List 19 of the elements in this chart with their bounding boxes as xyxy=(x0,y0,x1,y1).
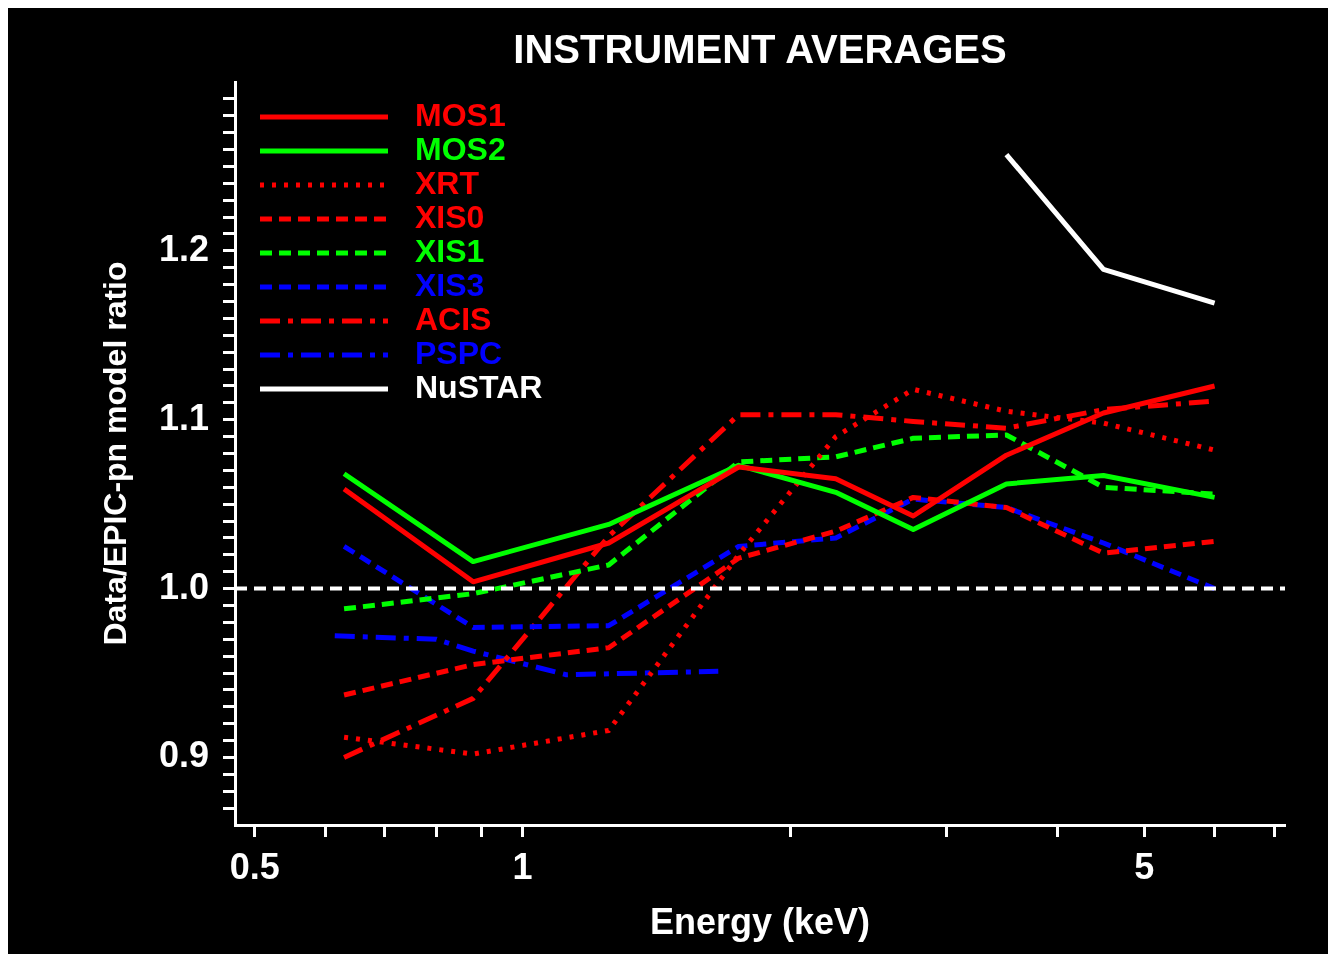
x-tick-label: 1 xyxy=(512,845,533,887)
legend-label: PSPC xyxy=(415,334,503,371)
legend-label: XIS0 xyxy=(415,198,485,235)
legend-label: XRT xyxy=(415,164,480,201)
y-tick-label: 0.9 xyxy=(158,734,209,776)
x-axis-title: Energy (keV) xyxy=(649,901,871,943)
y-tick-label: 1.1 xyxy=(158,396,209,438)
x-tick-label: 0.5 xyxy=(229,845,280,887)
y-tick-label: 1.2 xyxy=(158,227,209,269)
legend-label: XIS1 xyxy=(415,232,485,269)
legend-label: NuSTAR xyxy=(415,368,543,405)
y-axis-title: Data/EPIC-pn model ratio xyxy=(97,261,134,646)
legend-label: MOS1 xyxy=(415,96,506,133)
y-tick-label: 1.0 xyxy=(158,565,209,607)
legend-label: ACIS xyxy=(415,300,492,337)
legend-label: XIS3 xyxy=(415,266,485,303)
legend-label: MOS2 xyxy=(415,130,506,167)
x-tick-label: 5 xyxy=(1134,845,1155,887)
chart-title: INSTRUMENT AVERAGES xyxy=(513,27,1007,71)
